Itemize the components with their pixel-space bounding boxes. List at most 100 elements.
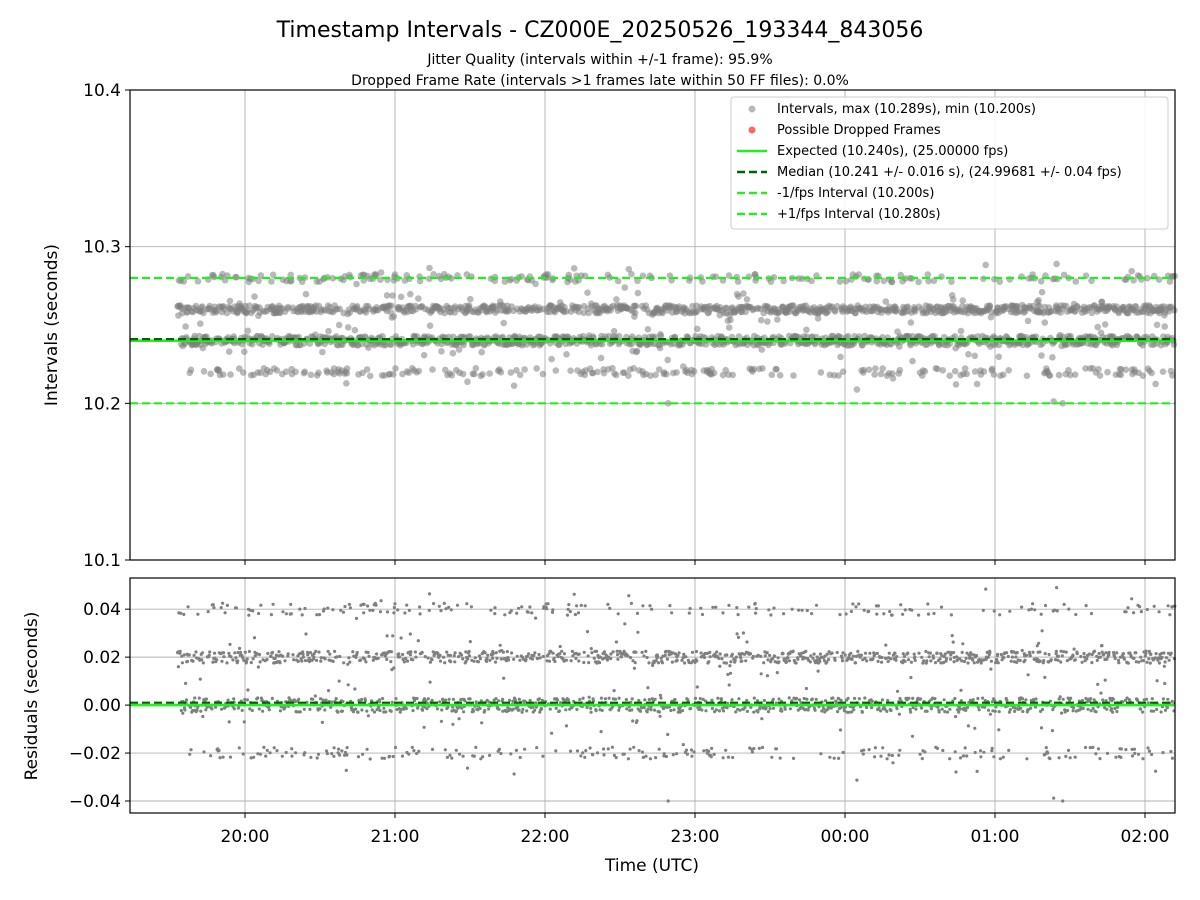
residual-point xyxy=(442,655,446,659)
residual-point xyxy=(1115,709,1119,714)
residual-point xyxy=(238,650,243,654)
interval-point xyxy=(1049,354,1056,361)
residual-point xyxy=(849,609,854,614)
residual-point xyxy=(584,749,588,753)
residual-point xyxy=(438,653,442,657)
interval-point xyxy=(853,386,861,393)
residual-point xyxy=(709,755,713,759)
residual-point xyxy=(403,611,407,615)
interval-point xyxy=(924,271,932,278)
interval-point xyxy=(392,365,399,372)
residual-point xyxy=(1006,654,1010,659)
interval-point xyxy=(405,369,413,377)
residual-point xyxy=(959,688,963,692)
residual-point xyxy=(271,602,275,606)
residual-point xyxy=(332,754,336,758)
interval-point xyxy=(366,372,374,380)
residual-point xyxy=(616,657,620,661)
residual-point xyxy=(574,656,578,661)
residual-point xyxy=(899,603,903,607)
residual-point xyxy=(928,651,933,655)
residual-point xyxy=(396,608,400,612)
residual-point xyxy=(755,699,760,703)
residual-point xyxy=(557,709,562,713)
residual-point xyxy=(545,607,549,611)
interval-point xyxy=(390,313,398,320)
residual-point xyxy=(315,658,319,663)
residual-point xyxy=(890,613,894,617)
interval-point xyxy=(987,313,995,321)
residual-point xyxy=(1072,706,1076,710)
residual-point xyxy=(567,603,571,607)
residual-point xyxy=(943,710,947,714)
residual-point xyxy=(675,658,679,663)
residual-point xyxy=(757,746,761,751)
residual-point xyxy=(1069,696,1073,700)
residual-point xyxy=(910,734,915,738)
residual-point xyxy=(1144,651,1148,656)
residual-point xyxy=(731,755,735,760)
interval-point xyxy=(734,278,742,285)
residual-point xyxy=(911,696,915,701)
interval-point xyxy=(814,315,822,322)
residual-point xyxy=(428,680,432,684)
residual-point xyxy=(468,640,472,644)
residual-point xyxy=(954,715,958,719)
residual-point xyxy=(609,652,613,656)
residual-point xyxy=(560,649,564,653)
residual-point xyxy=(317,650,321,654)
residual-point xyxy=(1034,697,1038,701)
interval-point xyxy=(632,302,640,310)
residual-point xyxy=(451,722,455,726)
interval-point xyxy=(307,371,315,379)
residual-point xyxy=(594,709,598,713)
interval-point xyxy=(995,353,1003,361)
residual-point xyxy=(1123,698,1127,702)
residual-point xyxy=(841,750,845,755)
residual-point xyxy=(534,701,538,705)
interval-point xyxy=(980,368,988,375)
interval-point xyxy=(877,370,885,378)
residual-point xyxy=(555,698,560,702)
residual-point xyxy=(467,654,471,658)
residual-point xyxy=(889,708,893,713)
residual-point xyxy=(1009,659,1013,663)
interval-point xyxy=(990,371,998,378)
residual-point xyxy=(453,651,457,655)
residual-point xyxy=(410,745,414,750)
residual-point xyxy=(796,657,800,661)
residual-point xyxy=(735,632,739,636)
residual-point xyxy=(740,659,744,663)
residual-point xyxy=(823,654,827,658)
residual-point xyxy=(1154,769,1158,773)
interval-point xyxy=(844,332,852,340)
residual-point xyxy=(487,707,491,711)
residual-point xyxy=(684,748,689,752)
residual-point xyxy=(666,732,670,737)
residual-point xyxy=(676,653,680,657)
intervals-y-axis-label: Intervals (seconds) xyxy=(42,244,62,406)
residual-point xyxy=(1092,649,1097,653)
residual-point xyxy=(1019,706,1023,710)
residual-point xyxy=(1001,755,1005,759)
residual-point xyxy=(558,701,563,705)
residual-point xyxy=(328,652,332,656)
residual-point xyxy=(990,746,994,750)
residual-point xyxy=(1162,651,1166,655)
interval-point xyxy=(343,380,350,387)
interval-point xyxy=(548,355,555,363)
residual-point xyxy=(1081,706,1085,711)
residual-point xyxy=(887,753,891,757)
interval-point xyxy=(982,261,989,269)
residual-point xyxy=(986,655,990,659)
residual-point xyxy=(645,710,649,714)
residual-point xyxy=(608,606,612,611)
residual-point xyxy=(1066,748,1071,753)
residual-point xyxy=(592,656,596,660)
residual-point xyxy=(875,651,879,656)
residual-point xyxy=(289,612,293,616)
residual-point xyxy=(1014,655,1018,659)
residual-point xyxy=(1150,752,1154,757)
residual-point xyxy=(415,751,419,756)
residual-point xyxy=(468,697,472,701)
